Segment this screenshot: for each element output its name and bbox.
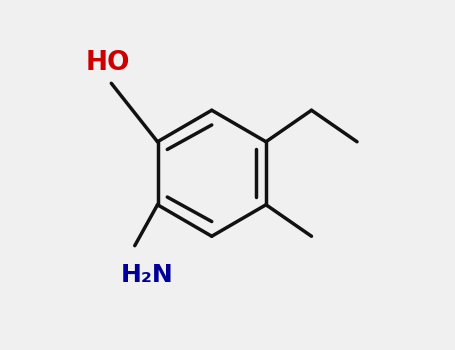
Text: H₂N: H₂N xyxy=(121,263,173,287)
Text: HO: HO xyxy=(86,50,130,76)
